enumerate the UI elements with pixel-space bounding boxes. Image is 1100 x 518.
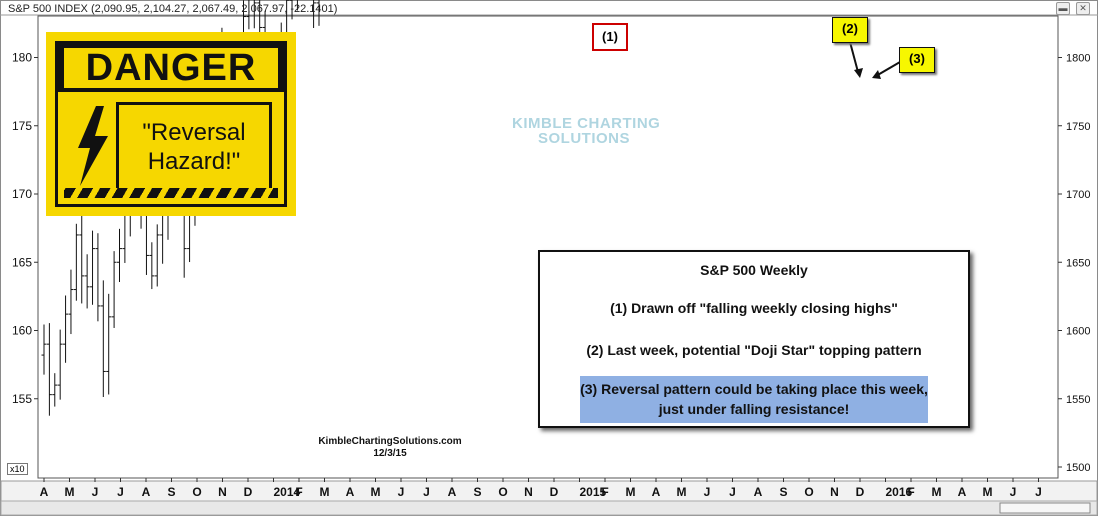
x-axis-tick-label: F	[601, 485, 608, 499]
x-axis-tick-label: J	[704, 485, 711, 499]
right-axis-tick-label: 1650	[1066, 257, 1090, 269]
toolbar-strip	[999, 502, 1091, 514]
scale-multiplier: x10	[7, 463, 28, 475]
callout-2: (2)	[832, 17, 868, 43]
x-axis-tick-label: J	[117, 485, 124, 499]
left-axis-tick-label: 155	[12, 392, 32, 406]
x-axis-tick-label: N	[218, 485, 227, 499]
x-axis-tick-label: O	[498, 485, 507, 499]
x-axis-tick-label: A	[448, 485, 457, 499]
scrollbar-track	[0, 500, 1098, 516]
x-axis-tick-label: M	[65, 485, 75, 499]
left-axis-tick-label: 175	[12, 119, 32, 133]
callout-1: (1)	[592, 23, 628, 51]
x-axis-tick-label: M	[320, 485, 330, 499]
source-credit: KimbleChartingSolutions.com 12/3/15	[300, 436, 480, 460]
x-axis-tick-label: D	[856, 485, 865, 499]
chart-header-title: S&P 500 INDEX (2,090.95, 2,104.27, 2,067…	[8, 3, 338, 15]
callout-2-arrow	[849, 41, 859, 73]
x-axis-tick-label: O	[804, 485, 813, 499]
x-axis-tick-label: A	[40, 485, 49, 499]
x-axis-tick-label: A	[142, 485, 151, 499]
right-axis-tick-label: 1750	[1066, 121, 1090, 133]
x-axis-tick-label: S	[473, 485, 481, 499]
callout-3-arrow	[875, 61, 901, 77]
x-axis-tick-label: 2014	[274, 485, 301, 499]
x-axis-tick-label: J	[1010, 485, 1017, 499]
x-axis-tick-label: A	[754, 485, 763, 499]
x-axis-tick-label: M	[677, 485, 687, 499]
danger-headline: DANGER	[64, 48, 278, 88]
left-axis-tick-label: 180	[12, 51, 32, 65]
x-axis-tick-label: 2015	[580, 485, 607, 499]
x-axis-tick-label: D	[244, 485, 253, 499]
right-axis-tick-label: 1600	[1066, 326, 1090, 338]
annotation-note: S&P 500 Weekly (1) Drawn off "falling we…	[538, 250, 970, 428]
x-axis-tick-label: M	[371, 485, 381, 499]
danger-sign: DANGER "Reversal Hazard!"	[46, 32, 296, 216]
plot-area-frame	[37, 15, 1059, 479]
note-line-1: (1) Drawn off "falling weekly closing hi…	[610, 300, 898, 316]
x-axis-tick-label: J	[92, 485, 99, 499]
x-axis-tick-label: J	[398, 485, 405, 499]
right-axis-tick-label: 1700	[1066, 189, 1090, 201]
left-axis-tick-label: 165	[12, 255, 32, 269]
minimize-icon[interactable]: ▬	[1056, 2, 1070, 15]
x-axis-tick-label: J	[1035, 485, 1042, 499]
left-axis-tick-label: 170	[12, 187, 32, 201]
x-axis-tick-label: A	[958, 485, 967, 499]
x-axis-tick-label: S	[779, 485, 787, 499]
x-axis-tick-label: A	[346, 485, 355, 499]
x-axis-tick-label: A	[652, 485, 661, 499]
callout-3: (3)	[899, 47, 935, 73]
x-axis-tick-label: N	[830, 485, 839, 499]
window-controls: ▬ ✕	[1056, 2, 1090, 15]
x-axis-tick-label: J	[423, 485, 430, 499]
note-title: S&P 500 Weekly	[700, 262, 808, 278]
close-icon[interactable]: ✕	[1076, 2, 1090, 15]
x-axis-tick-label: N	[524, 485, 533, 499]
left-axis-tick-label: 160	[12, 324, 32, 338]
note-line-2: (2) Last week, potential "Doji Star" top…	[586, 342, 922, 358]
x-axis-tick-label: D	[550, 485, 559, 499]
hazard-stripes	[64, 188, 278, 198]
danger-message: "Reversal Hazard!"	[116, 102, 272, 192]
x-axis-tick-label: S	[167, 485, 175, 499]
x-axis-tick-label: O	[192, 485, 201, 499]
x-axis-tick-label: M	[626, 485, 636, 499]
callout-3-arrowhead	[872, 70, 881, 79]
x-axis-tick-label: M	[932, 485, 942, 499]
lightning-bolt-icon	[78, 106, 108, 186]
right-axis-tick-label: 1800	[1066, 53, 1090, 65]
x-axis-tick-label: F	[295, 485, 302, 499]
x-axis-tick-label: J	[729, 485, 736, 499]
source-site: KimbleChartingSolutions.com	[318, 436, 462, 447]
x-axis-tick-label: 2016	[886, 485, 913, 499]
callout-2-arrowhead	[854, 68, 863, 78]
source-date: 12/3/15	[373, 448, 407, 459]
right-axis-tick-label: 1550	[1066, 394, 1090, 406]
x-axis-tick-label: M	[983, 485, 993, 499]
watermark: KIMBLE CHARTING SOLUTIONS	[512, 115, 661, 147]
note-line-3: (3) Reversal pattern could be taking pla…	[580, 376, 928, 423]
x-axis-tick-label: F	[907, 485, 914, 499]
right-axis-tick-label: 1500	[1066, 462, 1090, 474]
